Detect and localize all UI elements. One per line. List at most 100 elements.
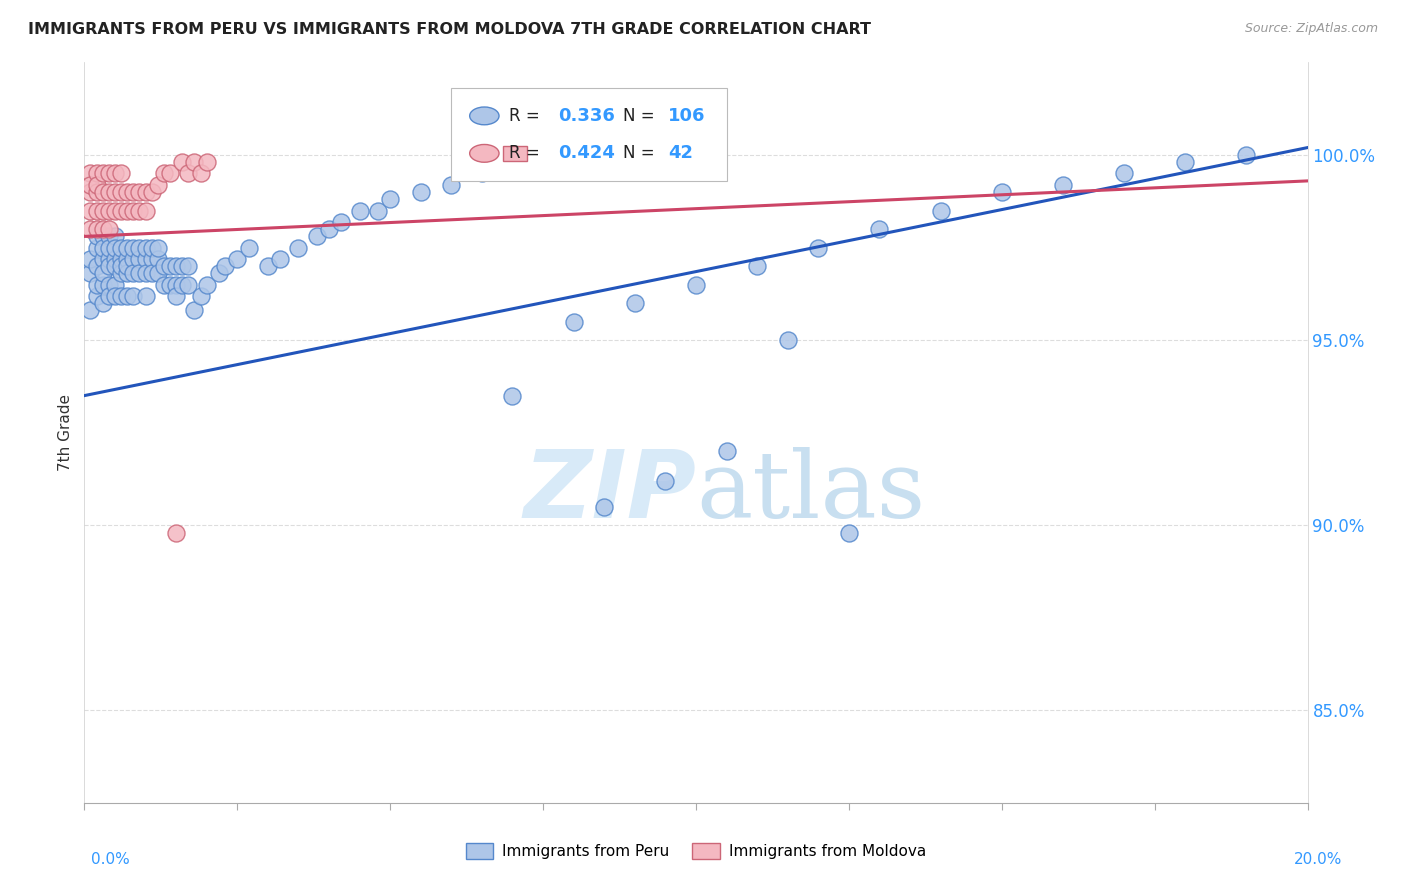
Point (128, 267, 150, 281)
Point (110, 267, 132, 281)
Point (141, 252, 163, 266)
Point (287, 241, 309, 255)
Point (1052, 178, 1074, 192)
Point (86, 277, 108, 292)
Point (380, 193, 402, 207)
Point (135, 241, 157, 255)
Point (330, 214, 353, 228)
Point (79, 252, 101, 266)
Point (165, 525, 187, 540)
Point (91, 222, 114, 236)
Point (115, 203, 138, 218)
Point (97, 241, 120, 255)
Point (183, 303, 205, 318)
Point (115, 185, 138, 199)
Text: R =: R = (509, 107, 544, 125)
Point (79, 203, 101, 218)
Point (685, 277, 707, 292)
Point (97, 185, 120, 199)
Point (86, 222, 108, 236)
Point (159, 259, 181, 273)
Point (654, 474, 676, 488)
Text: 0.0%: 0.0% (91, 852, 131, 867)
Point (122, 241, 145, 255)
Point (91, 267, 114, 281)
Text: R =: R = (509, 145, 544, 162)
Point (165, 288, 187, 302)
Point (716, 444, 738, 458)
Text: N =: N = (623, 107, 659, 125)
Point (86, 288, 108, 302)
Point (104, 167, 127, 181)
Point (128, 185, 150, 199)
Text: IMMIGRANTS FROM PERU VS IMMIGRANTS FROM MOLDOVA 7TH GRADE CORRELATION CHART: IMMIGRANTS FROM PERU VS IMMIGRANTS FROM … (28, 22, 872, 37)
Point (97, 222, 120, 236)
Point (159, 167, 181, 181)
Point (146, 241, 169, 255)
Point (104, 252, 127, 266)
Text: N =: N = (623, 145, 659, 162)
Point (624, 296, 647, 310)
Point (115, 267, 138, 281)
Point (195, 277, 218, 292)
Point (104, 259, 127, 273)
Point (122, 267, 145, 281)
Point (104, 229, 127, 244)
Point (122, 252, 145, 266)
Point (79, 267, 101, 281)
Point (153, 277, 176, 292)
Point (79, 167, 101, 181)
Legend: Immigrants from Peru, Immigrants from Moldova: Immigrants from Peru, Immigrants from Mo… (460, 838, 932, 865)
Point (91, 229, 114, 244)
Point (177, 167, 200, 181)
Point (122, 288, 145, 302)
Point (409, 185, 432, 199)
Point (502, 388, 524, 402)
Point (318, 222, 340, 236)
Point (97, 288, 120, 302)
Point (115, 241, 138, 255)
Point (122, 185, 145, 199)
Point (110, 167, 132, 181)
Point (159, 277, 181, 292)
Point (91, 167, 114, 181)
Point (172, 155, 194, 169)
Circle shape (470, 107, 499, 125)
Point (562, 314, 585, 328)
Point (367, 203, 389, 218)
Point (104, 185, 127, 199)
Point (257, 259, 280, 273)
Point (747, 259, 769, 273)
Text: 106: 106 (668, 107, 706, 125)
Point (208, 267, 231, 281)
Point (91, 203, 114, 218)
Point (86, 259, 108, 273)
Point (471, 167, 494, 181)
Point (97, 252, 120, 266)
Point (115, 259, 138, 273)
Point (1114, 167, 1136, 181)
Point (128, 203, 150, 218)
Text: ZIP: ZIP (523, 446, 696, 538)
Point (135, 288, 157, 302)
Point (177, 259, 200, 273)
Text: 20.0%: 20.0% (1295, 852, 1343, 867)
Point (97, 167, 120, 181)
Point (97, 277, 120, 292)
Point (153, 167, 176, 181)
Point (141, 241, 163, 255)
Point (141, 267, 163, 281)
Point (135, 185, 157, 199)
Point (165, 277, 187, 292)
Point (110, 203, 132, 218)
Point (128, 241, 150, 255)
Point (929, 203, 952, 218)
Y-axis label: 7th Grade: 7th Grade (58, 394, 73, 471)
Point (1236, 148, 1258, 162)
Point (1174, 155, 1197, 169)
Point (97, 259, 120, 273)
Point (146, 178, 169, 192)
Point (190, 167, 212, 181)
Point (177, 277, 200, 292)
FancyBboxPatch shape (503, 146, 527, 161)
